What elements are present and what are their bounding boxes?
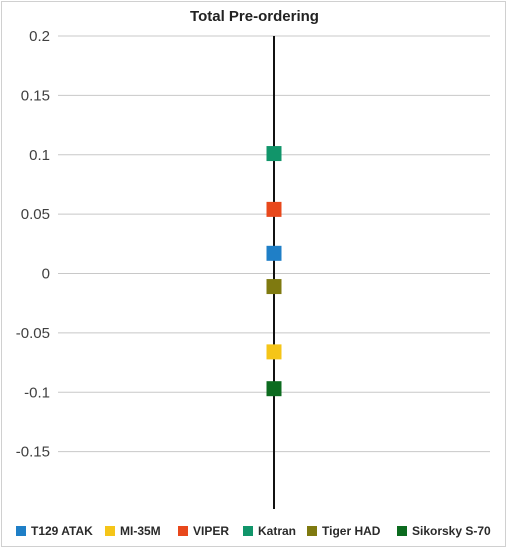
legend-item: Sikorsky S-70: [397, 524, 491, 538]
legend-swatch: [307, 526, 317, 536]
legend-item: Tiger HAD: [307, 524, 381, 538]
legend-label: T129 ATAK: [31, 524, 93, 538]
legend-swatch: [397, 526, 407, 536]
legend-swatch: [105, 526, 115, 536]
legend-label: Katran: [258, 524, 296, 538]
legend-swatch: [16, 526, 26, 536]
y-axis-ticks: 0.2 0.15 0.1 0.05 0 -0.05 -0.1 -0.15: [16, 28, 50, 461]
legend-swatch: [178, 526, 188, 536]
legend-item: MI-35M: [105, 524, 161, 538]
data-point-mi-35m: [266, 344, 282, 360]
y-tick-label: -0.05: [16, 325, 50, 342]
data-point-viper: [266, 201, 282, 217]
legend-item: VIPER: [178, 524, 229, 538]
legend-label: Sikorsky S-70: [412, 524, 491, 538]
data-point-sikorsky-s-70: [266, 381, 282, 397]
y-tick-label: 0.1: [29, 147, 50, 164]
chart-title: Total Pre-ordering: [190, 8, 319, 25]
y-tick-label: 0.15: [21, 87, 50, 104]
y-tick-label: 0.2: [29, 28, 50, 45]
y-tick-label: 0.05: [21, 206, 50, 223]
data-points: [266, 146, 282, 397]
legend: T129 ATAK MI-35M VIPER Katran Tiger HAD Sikor…: [16, 524, 491, 538]
data-point-tiger-had: [266, 279, 282, 295]
legend-label: Tiger HAD: [322, 524, 381, 538]
legend-swatch: [243, 526, 253, 536]
y-tick-label: -0.1: [24, 384, 50, 401]
y-tick-label: 0: [42, 266, 50, 283]
legend-label: MI-35M: [120, 524, 161, 538]
y-tick-label: -0.15: [16, 444, 50, 461]
legend-label: VIPER: [193, 524, 229, 538]
data-point-katran: [266, 146, 282, 162]
data-point-t129-atak: [266, 245, 282, 261]
legend-item: Katran: [243, 524, 296, 538]
legend-item: T129 ATAK: [16, 524, 93, 538]
